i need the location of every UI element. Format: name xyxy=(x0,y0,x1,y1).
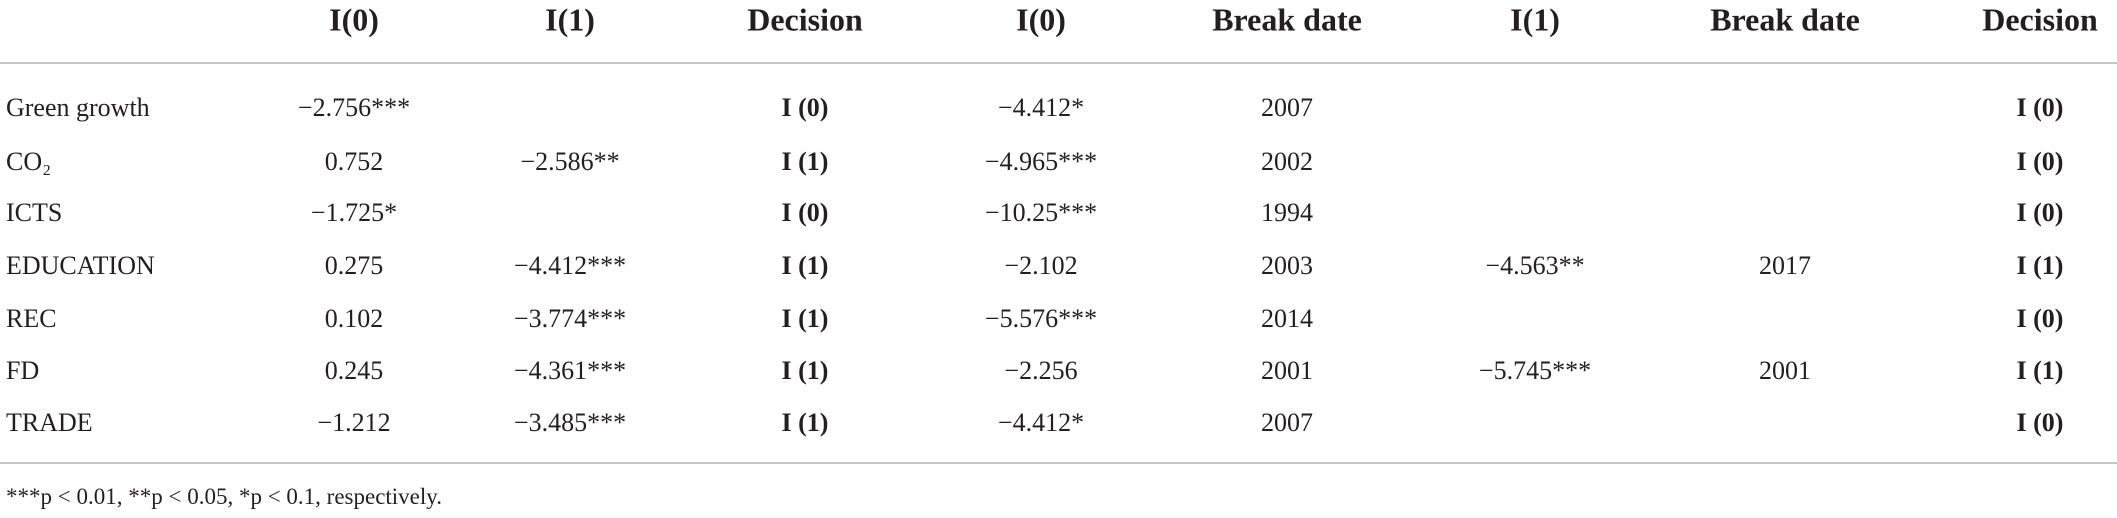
table-cell: I (1) xyxy=(2016,251,2064,280)
table-cell: −2.586** xyxy=(520,147,620,176)
table-cell: I (1) xyxy=(781,147,829,176)
table-cell: 1994 xyxy=(1261,198,1313,227)
table-cell: 2001 xyxy=(1261,356,1313,385)
table-cell: −4.965*** xyxy=(984,147,1098,176)
column-header: Break date xyxy=(1710,1,1860,38)
table-cell: I (0) xyxy=(781,93,829,122)
table-cell: 0.245 xyxy=(324,356,384,385)
table-cell: 2014 xyxy=(1261,304,1313,333)
table-cell: I (1) xyxy=(781,251,829,280)
table-cell: −4.412*** xyxy=(513,251,627,280)
header-rule xyxy=(0,62,2117,64)
table-cell: 2017 xyxy=(1759,251,1811,280)
table-cell: −4.412* xyxy=(997,93,1085,122)
table-cell: I (0) xyxy=(2016,93,2064,122)
table-cell: 0.102 xyxy=(324,304,384,333)
column-header: I(1) xyxy=(1510,1,1560,38)
table-cell: I (1) xyxy=(2016,356,2064,385)
row-label: FD xyxy=(6,356,40,385)
table-cell: −1.212 xyxy=(317,408,391,437)
table-cell: I (0) xyxy=(781,198,829,227)
table-cell: 2001 xyxy=(1759,356,1811,385)
row-label: ICTS xyxy=(6,198,63,227)
table-cell: 2007 xyxy=(1261,408,1313,437)
table-cell: −10.25*** xyxy=(984,198,1098,227)
table-cell: −4.563** xyxy=(1485,251,1585,280)
table-cell: 2002 xyxy=(1261,147,1313,176)
bottom-rule xyxy=(0,462,2117,464)
table-cell: I (0) xyxy=(2016,304,2064,333)
table-cell: I (1) xyxy=(781,304,829,333)
row-label: EDUCATION xyxy=(6,251,155,280)
table-cell: I (0) xyxy=(2016,408,2064,437)
column-header: I(0) xyxy=(329,1,379,38)
row-label: TRADE xyxy=(6,408,93,437)
table-cell: I (1) xyxy=(781,356,829,385)
table-cell: −3.485*** xyxy=(513,408,627,437)
table-cell: 2007 xyxy=(1261,93,1313,122)
table-cell: −2.756*** xyxy=(297,93,411,122)
column-header: Decision xyxy=(1982,1,2098,38)
table-cell: −5.576*** xyxy=(984,304,1098,333)
table-cell: I (1) xyxy=(781,408,829,437)
column-header: I(0) xyxy=(1016,1,1066,38)
table-cell: −3.774*** xyxy=(513,304,627,333)
row-label: Green growth xyxy=(6,93,150,122)
table-cell: −2.256 xyxy=(1004,356,1078,385)
table-cell: −2.102 xyxy=(1004,251,1078,280)
table-cell: I (0) xyxy=(2016,198,2064,227)
footnote: ***p < 0.01, **p < 0.05, *p < 0.1, respe… xyxy=(6,484,443,509)
table-cell: −1.725* xyxy=(310,198,398,227)
table-cell: 0.275 xyxy=(324,251,384,280)
table-cell: I (0) xyxy=(2016,147,2064,176)
table-cell: 2003 xyxy=(1261,251,1313,280)
column-header: Break date xyxy=(1212,1,1362,38)
table-cell: −5.745*** xyxy=(1478,356,1592,385)
table-cell: −4.412* xyxy=(997,408,1085,437)
table-cell: −4.361*** xyxy=(513,356,627,385)
column-header: I(1) xyxy=(545,1,595,38)
table-cell: 0.752 xyxy=(324,147,384,176)
row-label: CO₂ xyxy=(6,147,52,176)
row-label: REC xyxy=(6,304,57,333)
column-header: Decision xyxy=(747,1,863,38)
